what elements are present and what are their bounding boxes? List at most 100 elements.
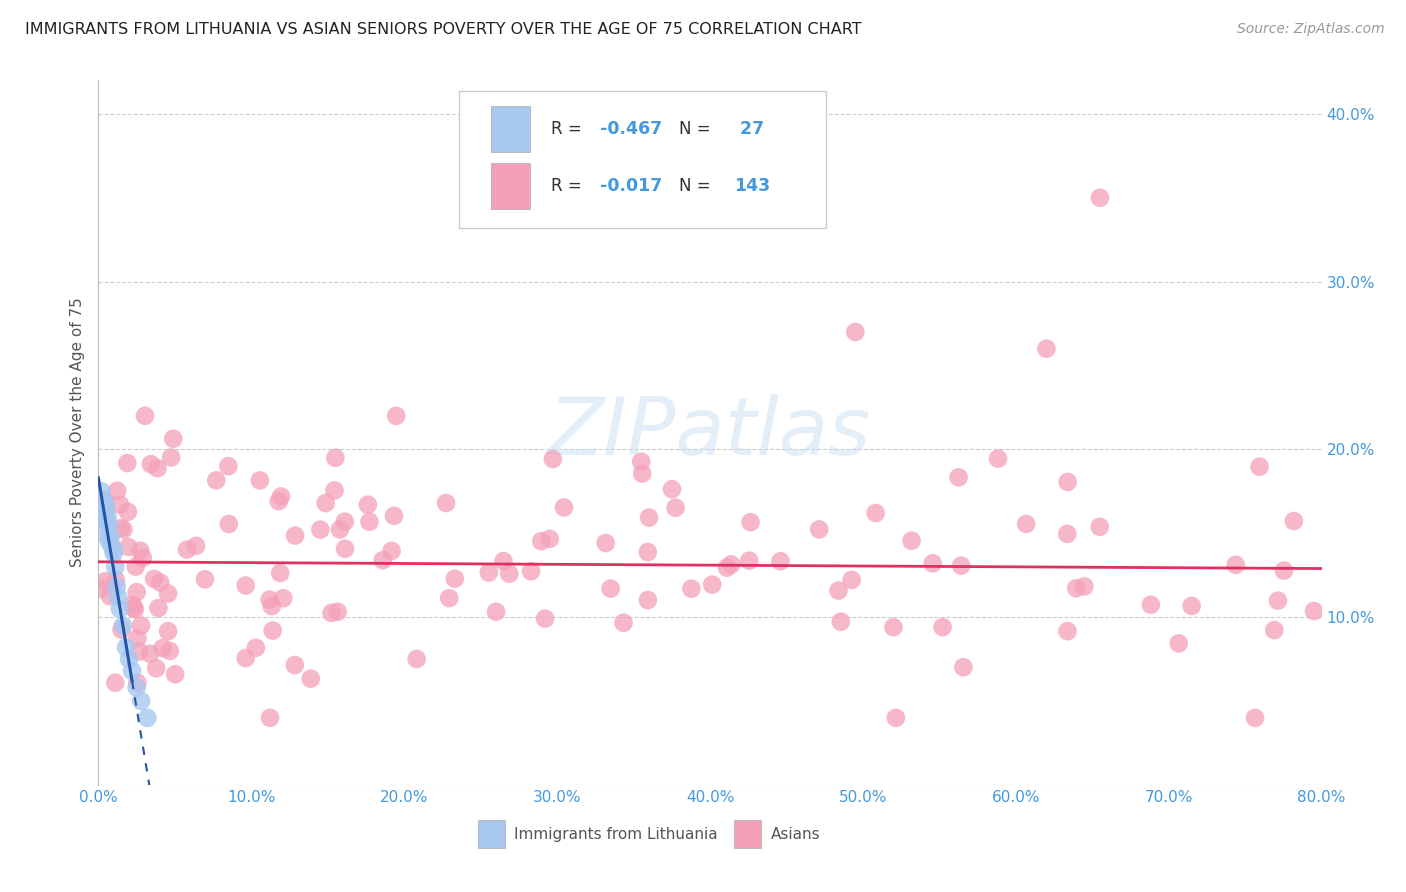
Point [94, 501, 117, 516]
Point [160, 450, 183, 465]
Point [93, 496, 115, 510]
Point [638, 510, 661, 524]
Text: N =: N = [679, 177, 716, 195]
Point [94, 493, 117, 508]
Point [260, 599, 283, 613]
Point [127, 675, 149, 690]
Point [125, 559, 148, 574]
Point [381, 544, 404, 558]
Point [661, 482, 683, 496]
Point [599, 582, 621, 596]
Point [91, 492, 114, 507]
Point [637, 593, 659, 607]
Point [111, 618, 134, 632]
Point [952, 660, 974, 674]
Point [520, 564, 543, 578]
Point [681, 582, 703, 596]
Point [664, 500, 686, 515]
Y-axis label: Seniors Poverty Over the Age of 75: Seniors Poverty Over the Age of 75 [70, 298, 86, 567]
Point [217, 459, 239, 474]
Point [184, 539, 207, 553]
Point [385, 409, 408, 423]
Point [987, 451, 1010, 466]
Point [103, 546, 125, 560]
Point [127, 631, 149, 645]
Point [129, 694, 152, 708]
Point [329, 522, 352, 536]
Point [1088, 191, 1111, 205]
FancyBboxPatch shape [460, 91, 827, 228]
Point [97, 530, 120, 544]
Point [100, 530, 122, 544]
Point [117, 505, 139, 519]
Point [125, 681, 148, 695]
Point [110, 623, 132, 637]
Point [884, 711, 907, 725]
Point [931, 620, 953, 634]
Point [259, 711, 281, 725]
Point [309, 523, 332, 537]
Point [152, 641, 174, 656]
Point [434, 496, 457, 510]
Point [259, 592, 281, 607]
Point [595, 536, 617, 550]
Point [1035, 342, 1057, 356]
Point [136, 711, 159, 725]
Point [1015, 516, 1038, 531]
Point [98, 589, 121, 603]
Point [1056, 624, 1078, 639]
Point [900, 533, 922, 548]
Point [139, 457, 162, 471]
Point [115, 640, 138, 655]
Point [630, 455, 652, 469]
Point [541, 452, 564, 467]
Point [1267, 593, 1289, 607]
Point [841, 573, 863, 587]
Point [1225, 558, 1247, 572]
Point [808, 522, 831, 536]
Point [117, 540, 139, 554]
Point [702, 577, 724, 591]
Text: Asians: Asians [772, 827, 821, 842]
Point [176, 542, 198, 557]
Point [146, 461, 169, 475]
Point [91, 506, 114, 520]
FancyBboxPatch shape [734, 821, 762, 848]
Point [194, 572, 217, 586]
Point [94, 517, 117, 532]
Point [105, 483, 128, 498]
Point [325, 450, 347, 465]
Point [94, 501, 117, 516]
Point [117, 456, 139, 470]
Point [631, 467, 654, 481]
Point [1088, 520, 1111, 534]
Point [262, 624, 284, 638]
Point [359, 515, 381, 529]
Point [439, 591, 461, 606]
Point [1064, 581, 1087, 595]
Point [122, 601, 145, 615]
Point [159, 644, 181, 658]
Point [149, 575, 172, 590]
Point [97, 509, 120, 524]
Point [108, 498, 131, 512]
Point [270, 490, 292, 504]
Point [235, 651, 257, 665]
Point [485, 605, 508, 619]
Point [827, 583, 849, 598]
Text: Source: ZipAtlas.com: Source: ZipAtlas.com [1237, 22, 1385, 37]
Point [90, 484, 112, 499]
Point [205, 473, 228, 487]
Point [143, 572, 166, 586]
Point [134, 409, 156, 423]
Text: R =: R = [551, 177, 588, 195]
Point [267, 494, 290, 508]
Point [553, 500, 575, 515]
Text: ZIPatlas: ZIPatlas [548, 393, 872, 472]
Point [1181, 599, 1204, 613]
Point [245, 640, 267, 655]
Point [132, 550, 155, 565]
Point [321, 606, 343, 620]
Point [93, 513, 115, 527]
Point [637, 545, 659, 559]
